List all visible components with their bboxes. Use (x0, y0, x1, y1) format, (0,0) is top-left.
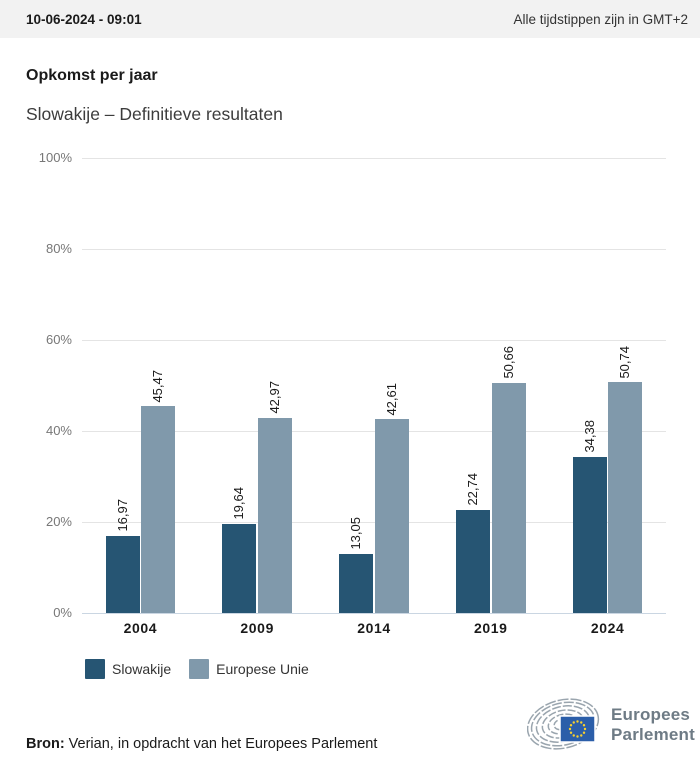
bar-europese-unie-2014 (374, 419, 409, 613)
legend-item-europese-unie[interactable]: Europese Unie (189, 659, 309, 679)
bar-value-label: 19,64 (231, 487, 247, 520)
y-axis-tick-label: 80% (45, 241, 72, 256)
bar-value-label: 50,66 (500, 345, 516, 379)
bar-slowakije-2019 (456, 509, 491, 613)
gridline (82, 158, 666, 159)
bar-europese-unie-2024 (608, 382, 643, 613)
bar-value-label: 42,97 (266, 380, 282, 414)
source-note: Bron: Verian, in opdracht van het Europee… (26, 736, 377, 752)
bar-value-label: 50,74 (617, 345, 633, 379)
page-subtitle: Slowakije – Definitieve resultaten (26, 103, 283, 124)
bar-value-label: 16,97 (114, 499, 130, 532)
y-axis-tick-label: 40% (45, 423, 72, 438)
bar-europese-unie-2009 (257, 417, 292, 613)
legend-swatch (189, 659, 210, 679)
bar-slowakije-2004 (105, 535, 140, 613)
gridline (82, 249, 666, 250)
ep-hemicycle-flag-icon (527, 698, 600, 750)
legend-swatch (85, 659, 105, 679)
bar-europese-unie-2019 (491, 382, 526, 613)
legend-label: Europese Unie (216, 661, 309, 677)
eu-stars (568, 720, 587, 738)
legend-item-slowakije[interactable]: Slowakije (85, 659, 171, 679)
y-axis-tick-label: 100% (38, 150, 72, 165)
gridline (82, 431, 666, 432)
x-axis-line (82, 613, 666, 614)
source-label: Bron: (26, 735, 65, 752)
y-axis-tick-label: 20% (45, 514, 72, 529)
x-axis-label-2019: 2019 (474, 620, 508, 636)
x-axis-label-2009: 2009 (240, 620, 274, 636)
bar-value-label: 13,05 (348, 517, 364, 550)
source-text: Verian, in opdracht van het Europees Par… (68, 735, 378, 752)
y-axis-tick-label: 60% (45, 332, 72, 347)
bar-slowakije-2014 (339, 553, 374, 613)
bar-value-label: 34,38 (581, 420, 597, 453)
bar-europese-unie-2004 (141, 406, 176, 613)
header-bar: 10-06-2024 - 09:01 Alle tijdstippen zijn… (0, 0, 700, 38)
bar-value-label: 45,47 (150, 369, 166, 403)
ep-logo-text: Europees Parlement (611, 705, 695, 744)
x-axis-label-2014: 2014 (357, 620, 391, 636)
bar-value-label: 22,74 (465, 472, 481, 506)
gridline (82, 340, 666, 341)
ep-logo-line1: Europees (611, 705, 691, 725)
y-axis-tick-label: 0% (53, 605, 72, 620)
gridline (82, 522, 666, 523)
bar-slowakije-2009 (222, 523, 257, 613)
x-axis-label-2004: 2004 (123, 620, 158, 636)
legend-label: Slowakije (112, 661, 172, 677)
header-timestamp: 10-06-2024 - 09:01 (26, 11, 142, 27)
ep-logo-line2: Parlement (611, 725, 696, 744)
header-timezone-note: Alle tijdstippen zijn in GMT+2 (513, 11, 688, 27)
european-parliament-logo: Europees Parlement (527, 697, 695, 753)
page-title: Opkomst per jaar (26, 66, 158, 84)
x-axis-label-2024: 2024 (590, 620, 625, 636)
bar-value-label: 42,61 (383, 382, 399, 416)
bar-slowakije-2024 (572, 456, 607, 613)
chart-legend: Slowakije Europese Unie (85, 659, 309, 679)
